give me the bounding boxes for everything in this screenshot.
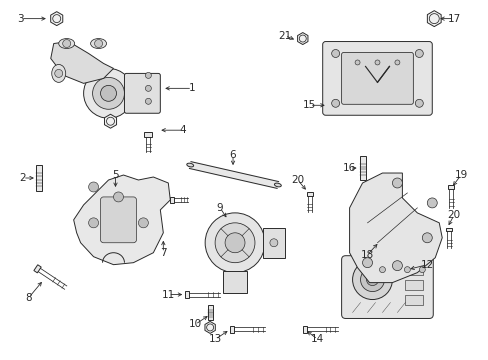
FancyBboxPatch shape — [322, 41, 431, 115]
Circle shape — [83, 68, 133, 118]
Circle shape — [88, 182, 99, 192]
Bar — [223, 271, 246, 293]
Bar — [359, 156, 365, 180]
Bar — [263, 228, 285, 258]
Circle shape — [331, 99, 339, 107]
Circle shape — [206, 324, 213, 331]
Polygon shape — [189, 162, 278, 188]
FancyBboxPatch shape — [101, 197, 136, 243]
Circle shape — [414, 50, 423, 58]
Circle shape — [422, 233, 431, 243]
Circle shape — [145, 85, 151, 91]
Circle shape — [366, 274, 378, 285]
Circle shape — [352, 260, 392, 300]
Circle shape — [392, 261, 402, 271]
Bar — [405, 280, 423, 289]
Circle shape — [205, 213, 264, 273]
Text: 4: 4 — [180, 125, 186, 135]
Circle shape — [362, 258, 372, 268]
Circle shape — [394, 60, 399, 65]
Text: 2: 2 — [20, 173, 26, 183]
Text: 11: 11 — [162, 289, 175, 300]
Polygon shape — [297, 32, 307, 45]
Circle shape — [106, 117, 114, 125]
Circle shape — [354, 60, 359, 65]
Circle shape — [331, 50, 339, 58]
Text: 15: 15 — [303, 100, 316, 110]
Circle shape — [269, 239, 277, 247]
Polygon shape — [306, 192, 312, 195]
Polygon shape — [229, 326, 234, 333]
Text: 1: 1 — [188, 84, 195, 93]
Text: 8: 8 — [25, 293, 32, 302]
Polygon shape — [51, 41, 113, 84]
Circle shape — [94, 40, 102, 48]
Ellipse shape — [186, 163, 193, 167]
Circle shape — [62, 40, 71, 48]
Polygon shape — [51, 12, 62, 26]
Ellipse shape — [52, 64, 65, 82]
Circle shape — [101, 85, 116, 101]
Text: 12: 12 — [420, 260, 433, 270]
Circle shape — [92, 77, 124, 109]
Text: 5: 5 — [112, 170, 119, 180]
Polygon shape — [185, 291, 189, 298]
Circle shape — [215, 223, 254, 263]
Circle shape — [414, 99, 423, 107]
Text: 19: 19 — [454, 170, 467, 180]
Circle shape — [419, 267, 425, 273]
Ellipse shape — [59, 39, 75, 49]
Bar — [405, 265, 423, 275]
Polygon shape — [104, 114, 116, 128]
FancyBboxPatch shape — [341, 53, 412, 104]
Circle shape — [138, 218, 148, 228]
Circle shape — [427, 198, 436, 208]
Circle shape — [379, 267, 385, 273]
Bar — [405, 294, 423, 305]
Bar — [207, 305, 212, 320]
Ellipse shape — [274, 183, 281, 187]
Text: 13: 13 — [208, 334, 221, 345]
Circle shape — [428, 14, 438, 24]
Polygon shape — [34, 265, 41, 273]
Text: 7: 7 — [160, 248, 166, 258]
Circle shape — [404, 267, 409, 273]
Polygon shape — [204, 321, 215, 333]
Circle shape — [374, 60, 379, 65]
Circle shape — [88, 218, 99, 228]
Text: 21: 21 — [278, 31, 291, 41]
Text: 16: 16 — [342, 163, 355, 173]
Text: 17: 17 — [447, 14, 460, 24]
Text: 20: 20 — [291, 175, 304, 185]
Text: 18: 18 — [360, 250, 373, 260]
Circle shape — [392, 178, 402, 188]
Text: 6: 6 — [229, 150, 236, 160]
Text: 20: 20 — [447, 210, 460, 220]
FancyBboxPatch shape — [124, 73, 160, 113]
Bar — [36, 165, 41, 191]
Polygon shape — [427, 11, 440, 27]
Text: 3: 3 — [18, 14, 24, 24]
Circle shape — [53, 15, 61, 23]
Polygon shape — [302, 326, 306, 333]
Circle shape — [55, 69, 62, 77]
Text: 9: 9 — [216, 203, 223, 213]
Polygon shape — [74, 175, 170, 265]
Polygon shape — [144, 132, 152, 137]
Circle shape — [145, 98, 151, 104]
Text: 10: 10 — [188, 319, 202, 329]
Polygon shape — [446, 228, 451, 231]
Ellipse shape — [90, 39, 106, 49]
FancyBboxPatch shape — [341, 256, 432, 319]
Text: 14: 14 — [310, 334, 324, 345]
Circle shape — [299, 35, 305, 42]
Circle shape — [360, 268, 384, 292]
Polygon shape — [170, 197, 174, 203]
Circle shape — [145, 72, 151, 78]
Circle shape — [113, 192, 123, 202]
Circle shape — [224, 233, 244, 253]
Polygon shape — [447, 185, 453, 189]
Polygon shape — [349, 173, 441, 283]
